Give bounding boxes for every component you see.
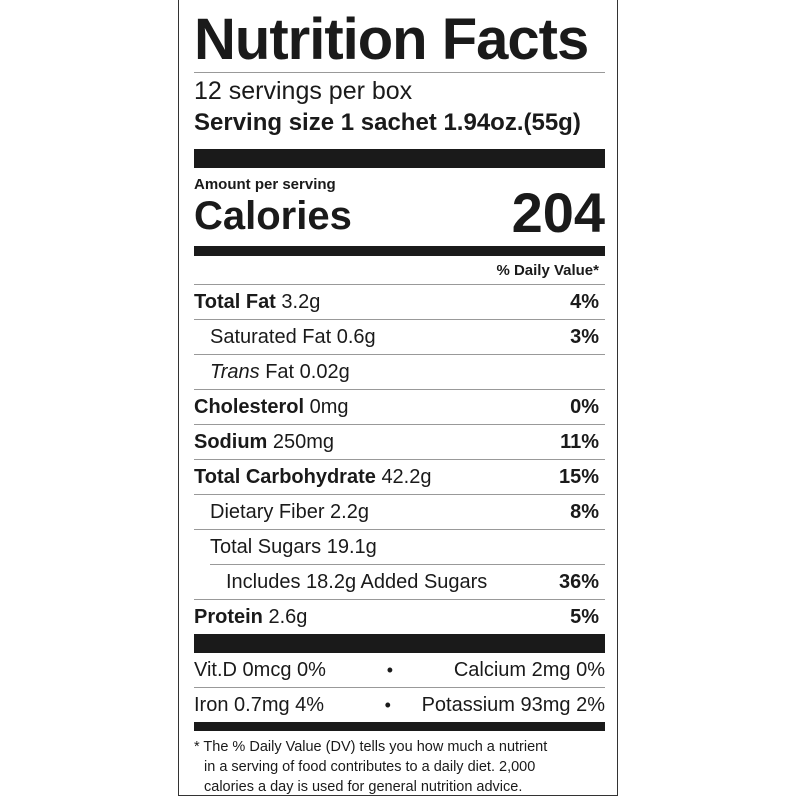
nutrient-row-saturated-fat: Saturated Fat 0.6g 3% bbox=[194, 319, 605, 354]
thick-divider bbox=[194, 149, 605, 168]
nutrient-row-added-sugars: Includes 18.2g Added Sugars 36% bbox=[210, 564, 605, 599]
thick-divider bbox=[194, 246, 605, 256]
nutrient-dv: 4% bbox=[570, 290, 599, 313]
label-title: Nutrition Facts bbox=[194, 7, 589, 72]
potassium: Potassium 93mg 2% bbox=[421, 693, 605, 716]
thick-divider bbox=[194, 634, 605, 653]
nutrient-dv: 3% bbox=[570, 325, 599, 348]
footnote: * The % Daily Value (DV) tells you how m… bbox=[194, 737, 605, 797]
nutrient-row-sodium: Sodium 250mg 11% bbox=[194, 424, 605, 459]
nutrient-amount: 2.6g bbox=[268, 605, 308, 628]
amount-per-serving: Amount per serving bbox=[194, 176, 336, 193]
nutrient-amount: 0.02g bbox=[299, 360, 350, 383]
nutrient-amount: 0mg bbox=[309, 395, 349, 418]
nutrient-name: Total Carbohydrate bbox=[194, 465, 376, 488]
nutrient-dv: 36% bbox=[558, 570, 599, 593]
nutrient-row-total-fat: Total Fat 3.2g 4% bbox=[194, 284, 605, 319]
nutrient-row-protein: Protein 2.6g 5% bbox=[194, 599, 605, 634]
calories-row: Calories 204 bbox=[194, 185, 605, 241]
nutrient-dv: 0% bbox=[570, 395, 599, 418]
nutrient-name: Sodium bbox=[194, 430, 268, 453]
nutrient-name: Saturated Fat bbox=[210, 325, 332, 348]
nutrient-amount: 3.2g bbox=[281, 290, 321, 313]
nutrient-row-total-carbohydrate: Total Carbohydrate 42.2g 15% bbox=[194, 459, 605, 494]
serving-size: Serving size 1 sachet 1.94oz.(55g) bbox=[194, 109, 581, 136]
nutrient-amount: 0.6g bbox=[336, 325, 376, 348]
servings-per-container: 12 servings per box bbox=[194, 77, 413, 105]
nutrient-amount: 250mg bbox=[272, 430, 335, 453]
nutrient-amount: 42.2g bbox=[381, 465, 432, 488]
footnote-line: calories a day is used for general nutri… bbox=[204, 779, 523, 795]
nutrient-name: Total Sugars bbox=[210, 535, 322, 558]
calories-value: 204 bbox=[511, 181, 605, 244]
nutrient-row-trans-fat: Trans Fat 0.02g bbox=[194, 354, 605, 389]
nutrient-dv: 11% bbox=[560, 430, 599, 453]
nutrient-row-total-sugars: Total Sugars 19.1g bbox=[194, 529, 605, 564]
bullet: • bbox=[384, 694, 391, 715]
nutrient-name-suffix: Fat bbox=[265, 360, 295, 383]
calories-label: Calories bbox=[194, 194, 352, 238]
nutrient-row-dietary-fiber: Dietary Fiber 2.2g 8% bbox=[194, 494, 605, 529]
nutrient-name: Dietary Fiber bbox=[210, 500, 325, 523]
thick-divider bbox=[194, 722, 605, 731]
nutrient-row-cholesterol: Cholesterol 0mg 0% bbox=[194, 389, 605, 424]
nutrient-dv: 15% bbox=[558, 465, 599, 488]
nutrient-amount: 2.2g bbox=[330, 500, 369, 523]
vitamin-row: Vit.D 0mcg 0% • Calcium 2mg 0% bbox=[194, 653, 605, 687]
nutrient-dv: 8% bbox=[570, 500, 599, 523]
footnote-line: * The % Daily Value (DV) tells you how m… bbox=[194, 739, 548, 755]
nutrient-name: Cholesterol bbox=[194, 395, 305, 418]
nutrient-amount: 19.1g bbox=[326, 535, 377, 558]
nutrient-name: Includes 18.2g Added Sugars bbox=[226, 570, 488, 593]
vitamin-d: Vit.D 0mcg 0% bbox=[194, 658, 326, 681]
daily-value-header: % Daily Value* bbox=[496, 262, 599, 279]
nutrient-name: Trans bbox=[210, 360, 260, 383]
divider bbox=[194, 72, 605, 73]
bullet: • bbox=[386, 659, 394, 680]
nutrient-name: Protein bbox=[194, 605, 263, 628]
vitamin-row: Iron 0.7mg 4% • Potassium 93mg 2% bbox=[194, 688, 605, 722]
divider bbox=[194, 687, 605, 688]
iron: Iron 0.7mg 4% bbox=[194, 693, 325, 716]
footnote-line: in a serving of food contributes to a da… bbox=[204, 759, 536, 775]
calcium: Calcium 2mg 0% bbox=[453, 658, 605, 681]
nutrient-name: Total Fat bbox=[194, 290, 276, 313]
nutrient-dv: 5% bbox=[570, 605, 599, 628]
nutrition-facts-label: Nutrition Facts 12 servings per box Serv… bbox=[178, 0, 618, 796]
